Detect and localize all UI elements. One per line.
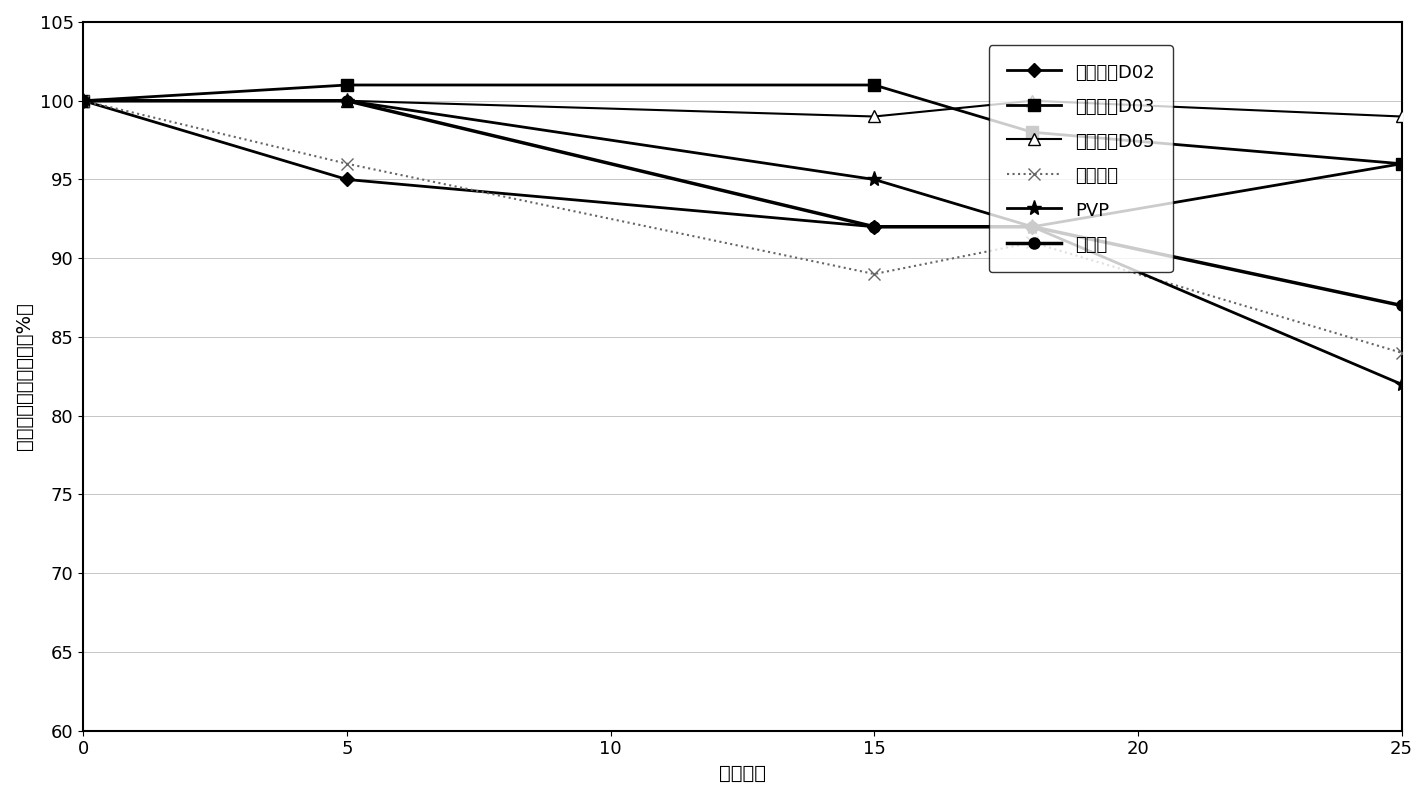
Line: PVP: PVP — [76, 93, 1409, 392]
利匹德尔D02 — [865, 222, 883, 231]
利匹德尔D05 — [1392, 112, 1409, 121]
利匹德尔D05 — [338, 96, 356, 105]
PVP — [338, 96, 356, 105]
利匹德尔D05 — [1024, 96, 1041, 105]
葡聚糖 — [865, 222, 883, 231]
PVP — [1024, 222, 1041, 231]
葡聚糖 — [1024, 222, 1041, 231]
X-axis label: 经过天数: 经过天数 — [718, 764, 765, 783]
利匹德尔D03 — [1024, 128, 1041, 137]
Line: 利匹德尔D03: 利匹德尔D03 — [79, 80, 1407, 169]
支钉淠簉 — [74, 96, 91, 105]
利匹德尔D05 — [74, 96, 91, 105]
PVP — [865, 175, 883, 184]
Y-axis label: 相对于初始値的变化（%）: 相对于初始値的变化（%） — [16, 302, 34, 450]
Legend: 利匹德尔D02, 利匹德尔D03, 利匹德尔D05, 支钉淠簉, PVP, 葡聚糖: 利匹德尔D02, 利匹德尔D03, 利匹德尔D05, 支钉淠簉, PVP, 葡聚… — [988, 45, 1172, 272]
利匹德尔D02 — [1024, 222, 1041, 231]
支钉淠簉 — [865, 269, 883, 279]
Line: 葡聚糖: 葡聚糖 — [79, 95, 1407, 311]
Line: 利匹德尔D02: 利匹德尔D02 — [79, 96, 1407, 231]
利匹德尔D03 — [338, 81, 356, 90]
支钉淠簉 — [338, 159, 356, 168]
利匹德尔D02 — [338, 175, 356, 184]
利匹德尔D03 — [1392, 159, 1409, 168]
支钉淠簉 — [1392, 348, 1409, 358]
利匹德尔D02 — [1392, 159, 1409, 168]
Line: 支钉淠簉: 支钉淠簉 — [79, 95, 1407, 358]
利匹德尔D02 — [74, 96, 91, 105]
PVP — [74, 96, 91, 105]
葡聚糖 — [338, 96, 356, 105]
支钉淠簉 — [1024, 238, 1041, 247]
利匹德尔D03 — [74, 96, 91, 105]
葡聚糖 — [74, 96, 91, 105]
PVP — [1392, 379, 1409, 389]
Line: 利匹德尔D05: 利匹德尔D05 — [77, 94, 1408, 123]
利匹德尔D03 — [865, 81, 883, 90]
葡聚糖 — [1392, 301, 1409, 310]
利匹德尔D05 — [865, 112, 883, 121]
